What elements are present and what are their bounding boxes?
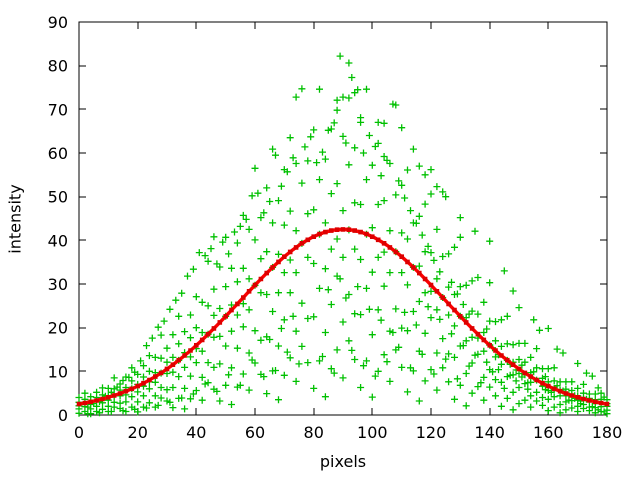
x-tick-label: 80 — [304, 423, 324, 442]
x-tick-label: 140 — [474, 423, 505, 442]
y-tick-label: 30 — [48, 275, 68, 294]
y-tick-label: 90 — [48, 13, 68, 32]
y-tick-label: 70 — [48, 100, 68, 119]
y-tick-label: 60 — [48, 144, 68, 163]
x-tick-label: 0 — [74, 423, 84, 442]
y-tick-label: 40 — [48, 231, 68, 250]
x-tick-label: 160 — [533, 423, 564, 442]
y-tick-label: 10 — [48, 362, 68, 381]
x-tick-label: 100 — [357, 423, 388, 442]
tick-labels: 0 20 40 60 80 100 120 140 160 180 0 10 20 30 40 50 60 70 8… — [48, 13, 623, 442]
x-tick-label: 40 — [186, 423, 206, 442]
y-axis-title: intensity — [5, 184, 25, 254]
y-tick-label: 80 — [48, 57, 68, 76]
y-tick-label: 50 — [48, 188, 68, 207]
x-axis-title: pixels — [319, 452, 367, 471]
x-tick-label: 180 — [592, 423, 623, 442]
plot-border — [78, 21, 608, 416]
y-tick-label: 20 — [48, 319, 68, 338]
x-tick-label: 60 — [245, 423, 265, 442]
scatter-series — [75, 52, 611, 418]
fit-curve-points — [76, 227, 610, 407]
x-tick-label: 120 — [416, 423, 447, 442]
y-tick-label: 0 — [58, 406, 68, 425]
x-tick-label: 20 — [128, 423, 148, 442]
axis-ticks — [78, 21, 608, 416]
